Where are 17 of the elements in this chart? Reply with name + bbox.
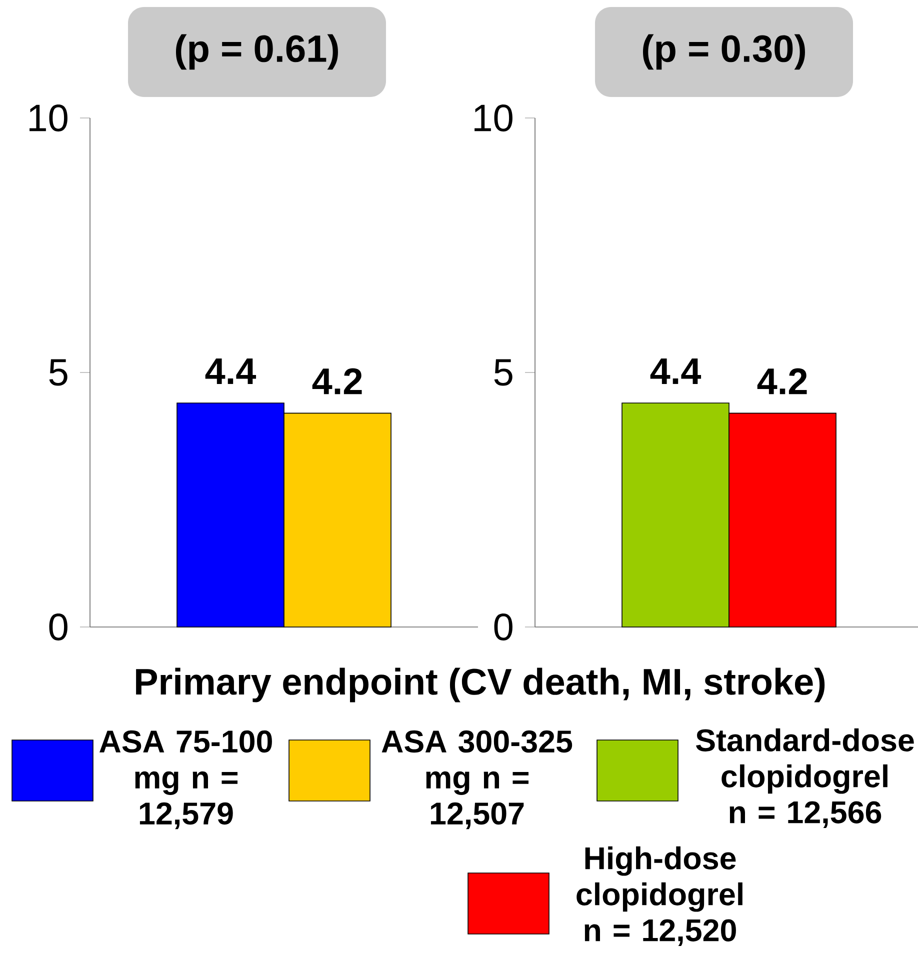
- y-tick-label: 10: [30, 104, 68, 132]
- data-label: 4.2: [312, 368, 362, 394]
- legend-label: ASA 300-325 mg n = 12,507: [382, 730, 572, 830]
- legend-label: ASA 75-100 mg n = 12,579: [100, 730, 272, 830]
- data-label: 4.2: [757, 368, 807, 394]
- legend-label: Standard-dose clopidogrel n = 12,566: [696, 728, 914, 828]
- data-label: 4.4: [205, 358, 256, 384]
- y-tick-label: 10: [474, 104, 512, 132]
- y-tick-label: 0: [49, 614, 68, 640]
- y-tick-label: 5: [49, 359, 68, 386]
- x-axis-title: Primary endpoint (CV death, MI, stroke): [136, 668, 825, 702]
- chart-title: (p = 0.61): [176, 34, 338, 70]
- y-tick-label: 5: [494, 359, 512, 386]
- data-label: 4.4: [650, 358, 702, 384]
- y-tick-label: 0: [494, 614, 512, 640]
- legend-label: High-dose clopidogrel n = 12,520: [576, 846, 742, 946]
- chart-title: (p = 0.30): [643, 34, 805, 70]
